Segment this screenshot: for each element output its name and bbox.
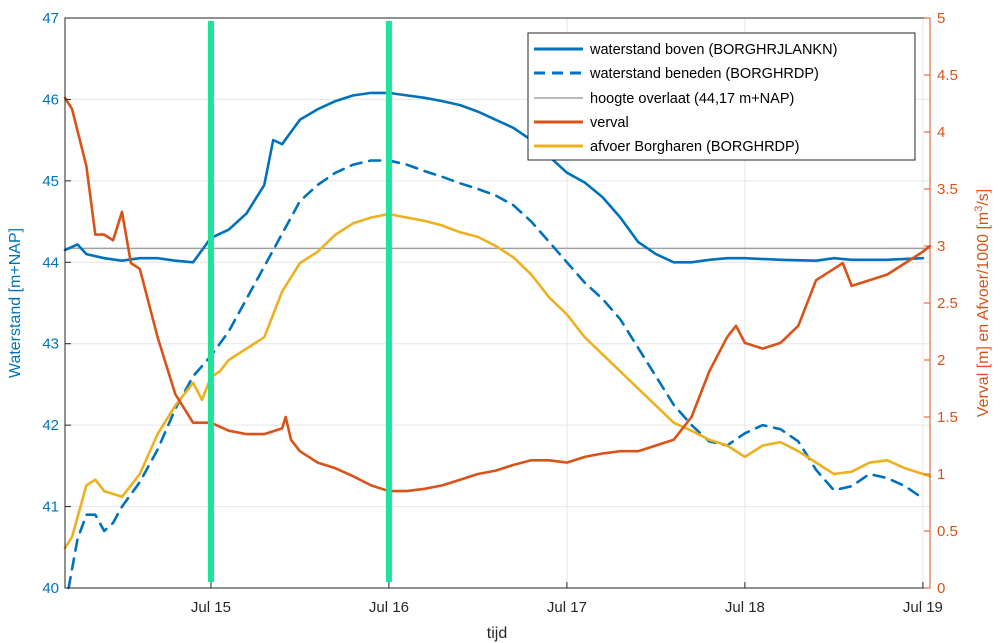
x-tick-label: Jul 15 bbox=[191, 599, 231, 616]
y-axis-label-right-sup: 3 bbox=[973, 206, 985, 212]
y-tick-label-right: 4 bbox=[937, 124, 945, 141]
y-tick-label-left: 45 bbox=[42, 173, 59, 190]
legend: waterstand boven (BORGHRJLANKN) watersta… bbox=[527, 32, 916, 161]
y-tick-label-right: 3.5 bbox=[937, 181, 958, 198]
y-tick-label-left: 41 bbox=[42, 499, 59, 516]
y-axis-label-right: Verval [m] en Afvoer/1000 [m3/s] bbox=[973, 189, 992, 417]
y-axis-label-right-prefix: Verval [m] en Afvoer/1000 [m bbox=[975, 212, 992, 417]
y-tick-label-right: 0.5 bbox=[937, 523, 958, 540]
legend-label-verval: verval bbox=[590, 115, 629, 131]
y-tick-label-left: 43 bbox=[42, 336, 59, 353]
y-tick-label-right: 1.5 bbox=[937, 409, 958, 426]
series-line-1 bbox=[67, 159, 925, 590]
y-tick-label-right: 4.5 bbox=[937, 67, 958, 84]
y-tick-label-right: 2 bbox=[937, 352, 945, 369]
y-tick-label-right: 5 bbox=[937, 10, 945, 27]
x-tick-label: Jul 17 bbox=[547, 599, 587, 616]
legend-box bbox=[527, 32, 916, 161]
legend-label-boven: waterstand boven (BORGHRJLANKN) bbox=[589, 42, 837, 58]
legend-label-afvoer: afvoer Borgharen (BORGHRDP) bbox=[590, 139, 800, 155]
x-tick-label: Jul 16 bbox=[369, 599, 409, 616]
y-tick-label-right: 3 bbox=[937, 238, 945, 255]
y-tick-label-right: 2.5 bbox=[937, 295, 958, 312]
vertical-markers bbox=[207, 21, 392, 582]
y-tick-label-left: 42 bbox=[42, 417, 59, 434]
x-tick-label: Jul 19 bbox=[903, 599, 943, 616]
series-line-3 bbox=[63, 96, 932, 493]
y-axis-label-right-suffix: /s] bbox=[975, 189, 992, 206]
x-tick-label: Jul 18 bbox=[725, 599, 765, 616]
y-tick-label-right: 0 bbox=[937, 580, 945, 597]
x-axis-label: tijd bbox=[487, 625, 507, 642]
series-line-0 bbox=[63, 91, 925, 264]
legend-label-beneden: waterstand beneden (BORGHRDP) bbox=[589, 66, 819, 82]
y-tick-label-left: 46 bbox=[42, 91, 59, 108]
legend-label-overlaat: hoogte overlaat (44,17 m+NAP) bbox=[590, 91, 794, 107]
y-axis-label-left: Waterstand [m+NAP] bbox=[7, 228, 24, 378]
y-tick-label-left: 47 bbox=[42, 10, 59, 27]
series-line-4 bbox=[63, 212, 932, 550]
y-tick-label-left: 44 bbox=[42, 254, 59, 271]
y-tick-label-left: 40 bbox=[42, 580, 59, 597]
y-tick-label-right: 1 bbox=[937, 466, 945, 483]
